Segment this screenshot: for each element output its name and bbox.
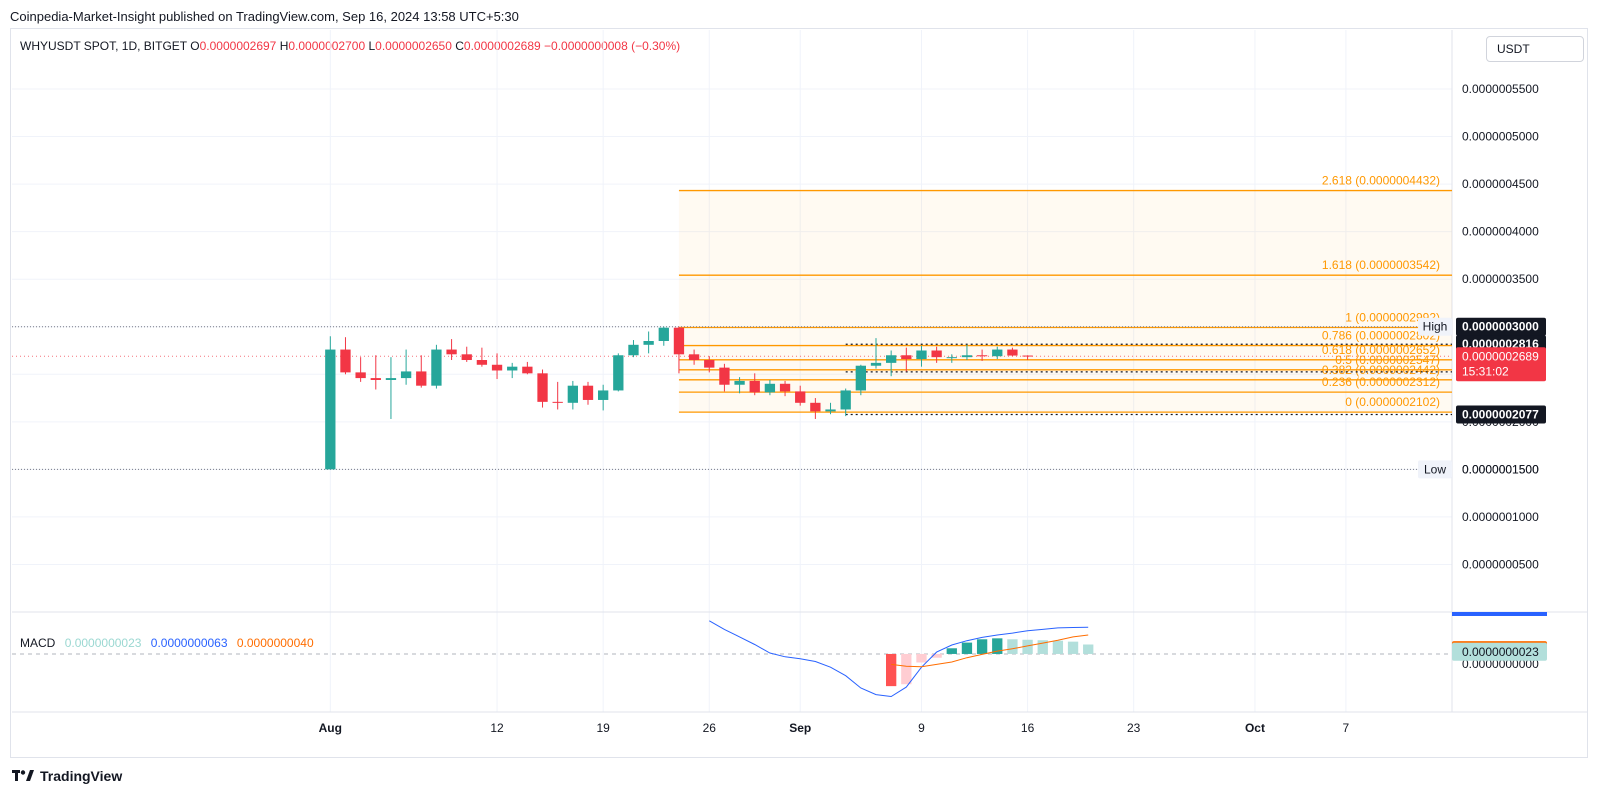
- tradingview-brand[interactable]: TradingView: [12, 768, 122, 784]
- high-label: H: [279, 39, 289, 53]
- macd-legend: MACD 0.0000000023 0.0000000063 0.0000000…: [20, 636, 314, 650]
- high-value: 0.0000002700: [288, 39, 366, 53]
- macd-signal-value: 0.0000000040: [236, 636, 314, 650]
- change-value: −0.0000000008 (−0.30%): [544, 39, 681, 53]
- open-label: O: [190, 39, 200, 53]
- low-label: L: [368, 39, 376, 53]
- chart-frame: [10, 28, 1588, 758]
- macd-hist-value: 0.0000000023: [64, 636, 142, 650]
- tradingview-logo-icon: [12, 770, 34, 781]
- macd-line-value: 0.0000000063: [150, 636, 228, 650]
- close-value: 0.0000002689: [463, 39, 541, 53]
- brand-name: TradingView: [40, 768, 123, 784]
- close-label: C: [455, 39, 464, 53]
- currency-button[interactable]: USDT: [1486, 36, 1584, 62]
- low-value: 0.0000002650: [375, 39, 452, 53]
- macd-label: MACD: [20, 636, 56, 650]
- publisher-caption: Coinpedia-Market-Insight published on Tr…: [10, 9, 519, 24]
- open-value: 0.0000002697: [199, 39, 277, 53]
- symbol-name[interactable]: WHYUSDT SPOT, 1D, BITGET: [20, 39, 187, 53]
- symbol-legend: WHYUSDT SPOT, 1D, BITGET O0.0000002697 H…: [20, 39, 680, 53]
